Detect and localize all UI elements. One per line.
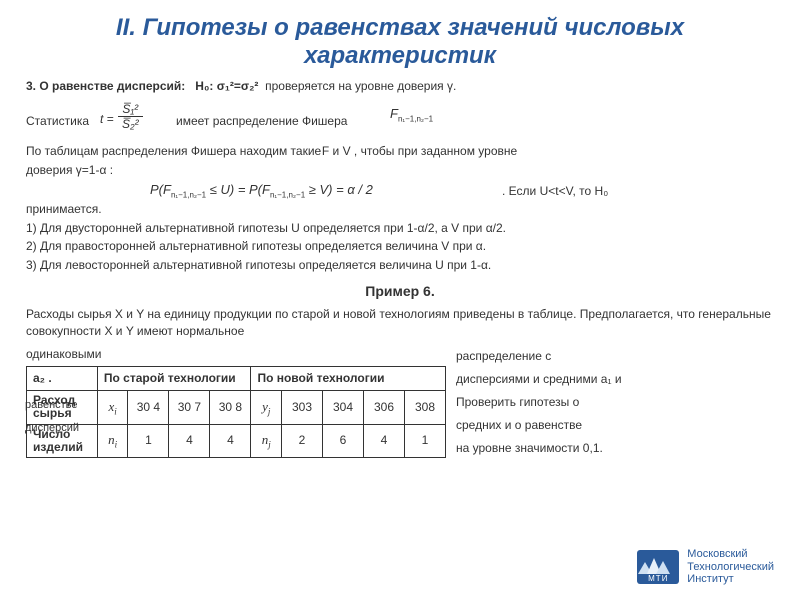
odin: одинаковыми [26,346,446,363]
row1-label: Расход сырья равенстве [27,391,98,424]
section-3-heading: 3. О равенстве дисперсий: H₀: σ₁²=σ₂² пр… [26,79,774,93]
row1-old-1: 30 7 [169,391,210,424]
gamma-line-a: доверия γ=1-α : [26,162,774,179]
footer-line-2: Технологический [687,561,774,574]
logo-mti-text: МТИ [637,574,679,583]
stat-fraction: t = S̅₁² S̅₂² [118,103,143,130]
row1-old-2: 30 8 [210,391,251,424]
data-table: a₂ . По старой технологии По новой техно… [26,366,446,458]
overwrite-1: равенстве [25,399,78,411]
gamma-b: . Если U<t<V, то H₀ [502,183,608,200]
slide-root: II. Гипотезы о равенствах значений число… [0,0,800,600]
footer-line-1: Московский [687,548,774,561]
example-body: Расходы сырья X и Y на единицу продукции… [26,306,774,458]
item-3: 3) Для левосторонней альтернативной гипо… [26,257,774,274]
row2-old-0: 1 [128,424,169,457]
side-1: распределение с [456,346,776,367]
item-2: 2) Для правосторонней альтернативной гип… [26,238,774,255]
row2-old-1: 4 [169,424,210,457]
overwrite-2: дисперсий [25,422,79,434]
section-3-hypothesis: H₀: σ₁²=σ₂² [195,79,258,93]
table-row-consumption: Расход сырья равенстве xi 30 4 30 7 30 8… [27,391,446,424]
logo-peak-3 [656,561,670,574]
side-4: средних и о равенстве [456,415,776,436]
row2-sym-n2: nj [251,424,282,457]
frac-num: S̅₁² [118,103,143,115]
row2-label: Число изделий дисперсий [27,424,98,457]
row1-old-0: 30 4 [128,391,169,424]
row1-new-3: 308 [405,391,446,424]
row1-new-2: 306 [364,391,405,424]
stat-eq: t = [100,113,114,125]
statistic-row: Статистика t = S̅₁² S̅₂² имеет распредел… [26,105,774,141]
probability-formula: P(Fn₁−1,n₂−1 ≤ U) = P(Fn₁−1,n₂−1 ≥ V) = … [150,181,373,199]
col-old: По старой технологии [97,366,251,390]
row1-new-1: 304 [323,391,364,424]
section-3-label: 3. О равенстве дисперсий: [26,79,185,93]
stat-F-overlay: Fn₁−1,n₂−1 [390,105,433,123]
tables-line: По таблицам распределения Фишера находим… [26,143,774,160]
footer-line-3: Институт [687,573,774,586]
row1-sym-y: yj [251,391,282,424]
footer-logo-block: МТИ Московский Технологический Институт [637,548,774,586]
formula-row: P(Fn₁−1,n₂−1 ≤ U) = P(Fn₁−1,n₂−1 ≥ V) = … [26,181,774,201]
stat-lead: Статистика [26,113,89,130]
col-new: По новой технологии [251,366,446,390]
logo-peaks [637,554,679,574]
body: Статистика t = S̅₁² S̅₂² имеет распредел… [26,105,774,458]
row2-sym-n1: ni [97,424,128,457]
mti-logo-icon: МТИ [637,550,679,584]
tables-line-b: F и V , чтобы при заданном уровне [322,144,517,158]
table-row-count: Число изделий дисперсий ni 1 4 4 nj 2 6 … [27,424,446,457]
left-column: одинаковыми a₂ . По старой технологии По… [26,346,446,458]
table-header-row: a₂ . По старой технологии По новой техно… [27,366,446,390]
gamma-c: принимается. [26,201,774,218]
row1-new-0: 303 [282,391,323,424]
example-p1: Расходы сырья X и Y на единицу продукции… [26,306,774,341]
stat-has-dist: имеет распределение Фишера [176,113,347,130]
side-5: на уровне значимости 0,1. [456,438,776,459]
tables-line-a: По таблицам распределения Фишера находим… [26,144,321,158]
wrap-zone: распределение с дисперсиями и средними a… [26,346,774,458]
row2-new-2: 4 [364,424,405,457]
slide-title: II. Гипотезы о равенствах значений число… [26,14,774,69]
row2-new-1: 6 [323,424,364,457]
item-1: 1) Для двусторонней альтернативной гипот… [26,220,774,237]
side-3: Проверить гипотезы о [456,392,776,413]
row1-sym-x: xi [97,391,128,424]
section-3-tail: проверяется на уровне доверия γ. [265,79,456,93]
row2-new-0: 2 [282,424,323,457]
row2-new-3: 1 [405,424,446,457]
side-text: распределение с дисперсиями и средними a… [456,346,776,461]
footer-institute-name: Московский Технологический Институт [687,548,774,586]
example-heading: Пример 6. [26,282,774,302]
gamma-a: доверия γ=1-α : [26,163,113,177]
side-2: дисперсиями и средними a₁ и [456,369,776,390]
stat-F: F [390,106,398,121]
row2-old-2: 4 [210,424,251,457]
frac-den: S̅₂² [118,118,143,130]
col-a2: a₂ . [27,366,98,390]
